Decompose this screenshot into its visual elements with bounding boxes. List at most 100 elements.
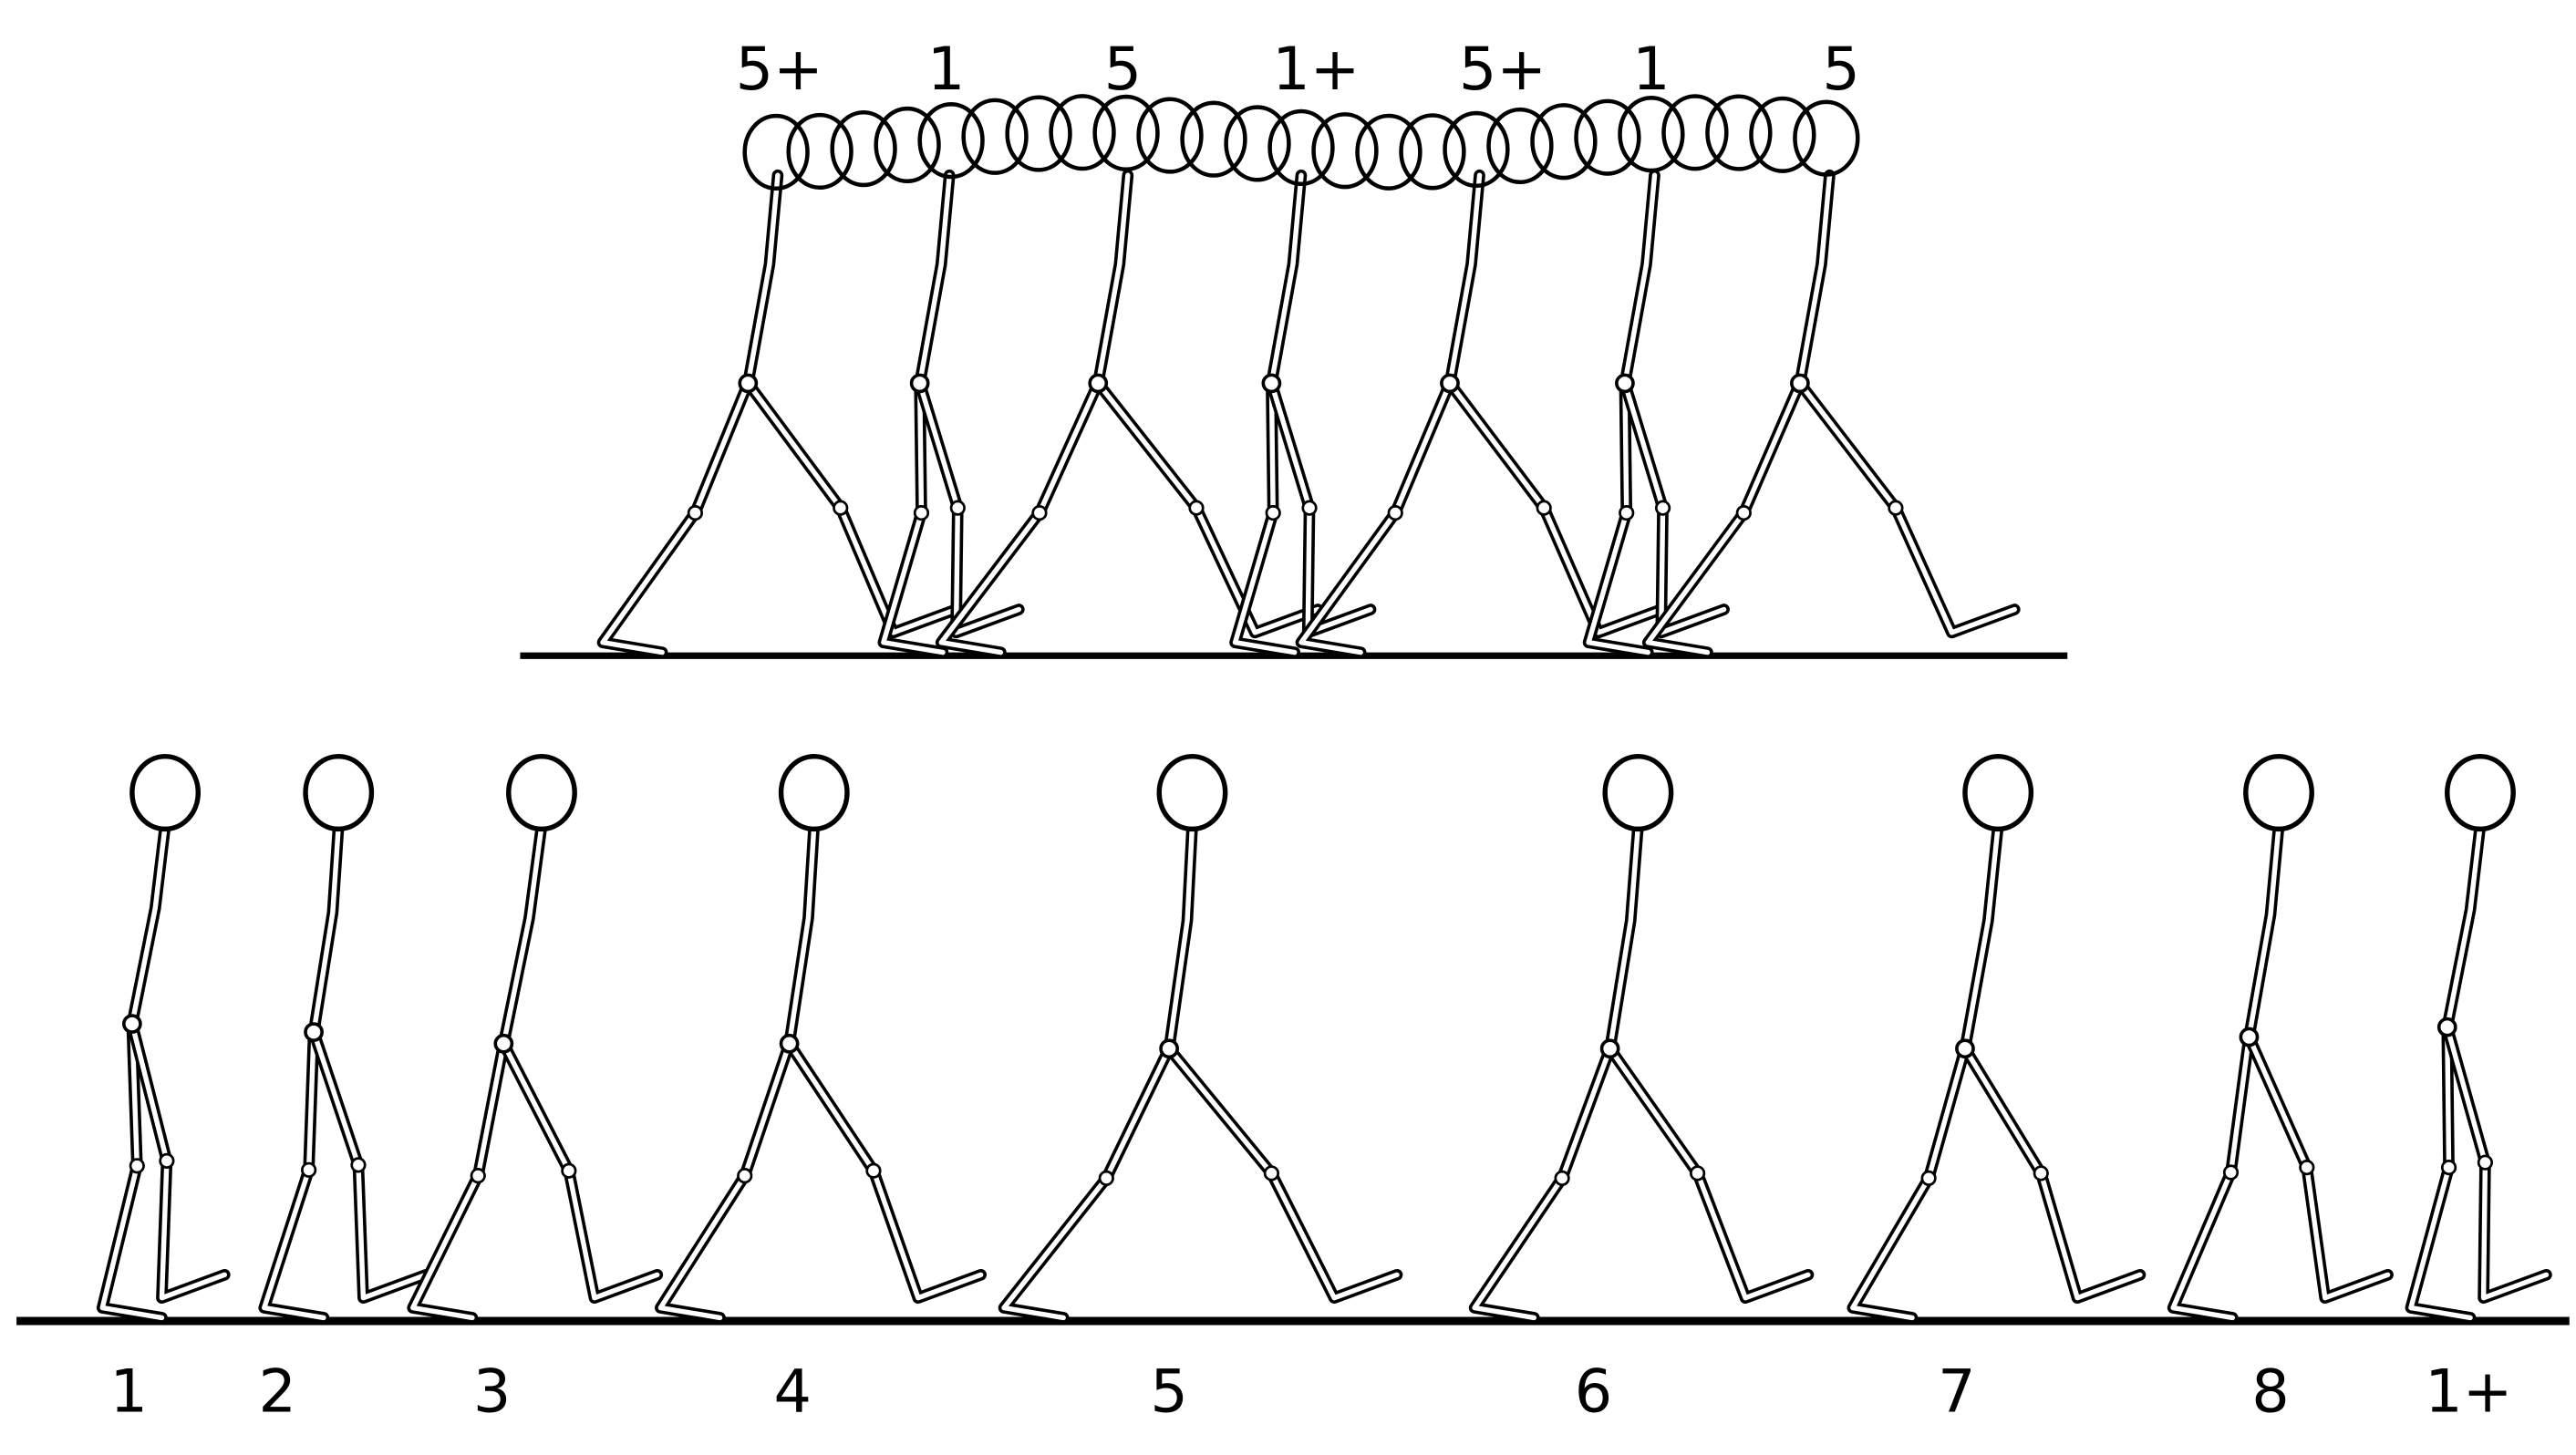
head-chain <box>1574 98 1641 176</box>
hip-joint <box>2436 1016 2457 1037</box>
bone-outline <box>914 377 1025 639</box>
stick-figure <box>2405 753 2552 1324</box>
head <box>2243 753 2314 832</box>
hip-joint <box>1261 373 1282 394</box>
stick-figure <box>407 753 664 1324</box>
hip-joint <box>493 1033 514 1054</box>
top-frame-label: 5+ <box>736 35 823 104</box>
joint <box>1690 1165 1706 1182</box>
head <box>129 753 202 832</box>
head-chain <box>1661 94 1729 171</box>
bone-fill <box>2246 823 2281 1040</box>
bone-fill <box>1962 823 2001 1051</box>
joint <box>1536 500 1552 516</box>
stick-figure <box>96 753 231 1324</box>
joint <box>687 504 703 521</box>
stick-figure <box>998 753 1403 1324</box>
hip-joint <box>1790 373 1810 394</box>
joint <box>1098 1170 1114 1186</box>
bone-fill <box>1797 380 2018 635</box>
bone-fill <box>745 380 959 635</box>
bone-fill <box>1622 380 1727 635</box>
stick-figure <box>1641 169 2021 658</box>
bone-outline <box>1163 1042 1403 1305</box>
bone-fill <box>1447 172 1483 387</box>
frame-number: 5 <box>1150 1357 1187 1427</box>
head <box>778 753 850 832</box>
head-chain <box>1618 96 1685 173</box>
hip-joint <box>1955 1038 1975 1059</box>
stick-figure <box>877 169 1025 658</box>
top-frame-label: 1 <box>927 35 965 104</box>
joint <box>1554 1170 1570 1186</box>
bone-fill <box>262 1029 326 1321</box>
joint <box>1031 504 1048 521</box>
bone-fill <box>881 380 946 655</box>
head-chain <box>1005 95 1072 172</box>
bone-fill <box>501 1041 660 1301</box>
top-frame-label: 1+ <box>1272 35 1360 104</box>
bone-fill <box>1268 380 1373 635</box>
bone-fill <box>2445 1024 2550 1301</box>
bone-outline <box>1794 377 2021 639</box>
joint <box>1188 500 1205 516</box>
bone-fill <box>1001 1046 1172 1321</box>
bone-fill <box>1232 380 1298 655</box>
hip-joint <box>1615 373 1635 394</box>
stick-figure <box>1468 753 1815 1324</box>
bone-fill <box>1095 380 1320 635</box>
bone-fill <box>1268 172 1304 387</box>
bone-fill <box>99 1021 165 1321</box>
frame-number: 1 <box>110 1357 148 1427</box>
head-chain <box>1530 103 1598 181</box>
joint <box>1301 500 1318 516</box>
head-chain <box>1092 94 1160 172</box>
top-frame-label: 5 <box>1822 35 1859 104</box>
bone-fill <box>600 380 751 655</box>
joint <box>833 500 849 516</box>
joint <box>2299 1160 2315 1176</box>
head-chain <box>1443 110 1510 188</box>
frame-number: 8 <box>2251 1357 2289 1427</box>
hip-joint <box>779 1033 800 1054</box>
head-chain <box>917 102 985 180</box>
top-frame-label: 5 <box>1104 35 1142 104</box>
stick-figure <box>1847 753 2147 1324</box>
head-chain <box>1311 112 1379 190</box>
bone-fill <box>1645 380 1803 655</box>
bone-fill <box>311 1029 429 1301</box>
bone-fill <box>129 1021 227 1301</box>
joint <box>350 1157 367 1173</box>
joint <box>1263 1165 1279 1182</box>
head-chain <box>961 98 1029 175</box>
stick-figure <box>655 753 988 1324</box>
top-frame-label: 1 <box>1632 35 1670 104</box>
joint <box>1619 504 1635 521</box>
bone-outline <box>2441 1021 2552 1305</box>
frame-number: 1+ <box>2425 1357 2512 1427</box>
hip-joint <box>738 373 759 394</box>
bone-fill <box>1298 380 1453 655</box>
head-chain <box>1486 107 1554 185</box>
joint <box>865 1162 882 1179</box>
bone-fill <box>311 823 341 1035</box>
stick-figure <box>2167 753 2394 1324</box>
stick-figure <box>596 169 962 658</box>
head <box>506 753 577 832</box>
bone-outline <box>1959 1042 2147 1305</box>
bone-outline <box>126 1017 231 1305</box>
joint <box>129 1158 145 1174</box>
bone-fill <box>1797 172 1833 387</box>
bone-fill <box>657 1041 792 1321</box>
hip-joint <box>304 1022 324 1042</box>
hip-joint <box>1159 1038 1179 1059</box>
bone-fill <box>2170 1034 2252 1321</box>
hip-joint <box>122 1014 142 1034</box>
bone-outline <box>497 1037 664 1305</box>
joint <box>1920 1170 1937 1186</box>
bone-fill <box>1166 823 1195 1051</box>
head <box>303 753 375 832</box>
bone-fill <box>1607 823 1641 1051</box>
bone-outline <box>1266 377 1377 639</box>
